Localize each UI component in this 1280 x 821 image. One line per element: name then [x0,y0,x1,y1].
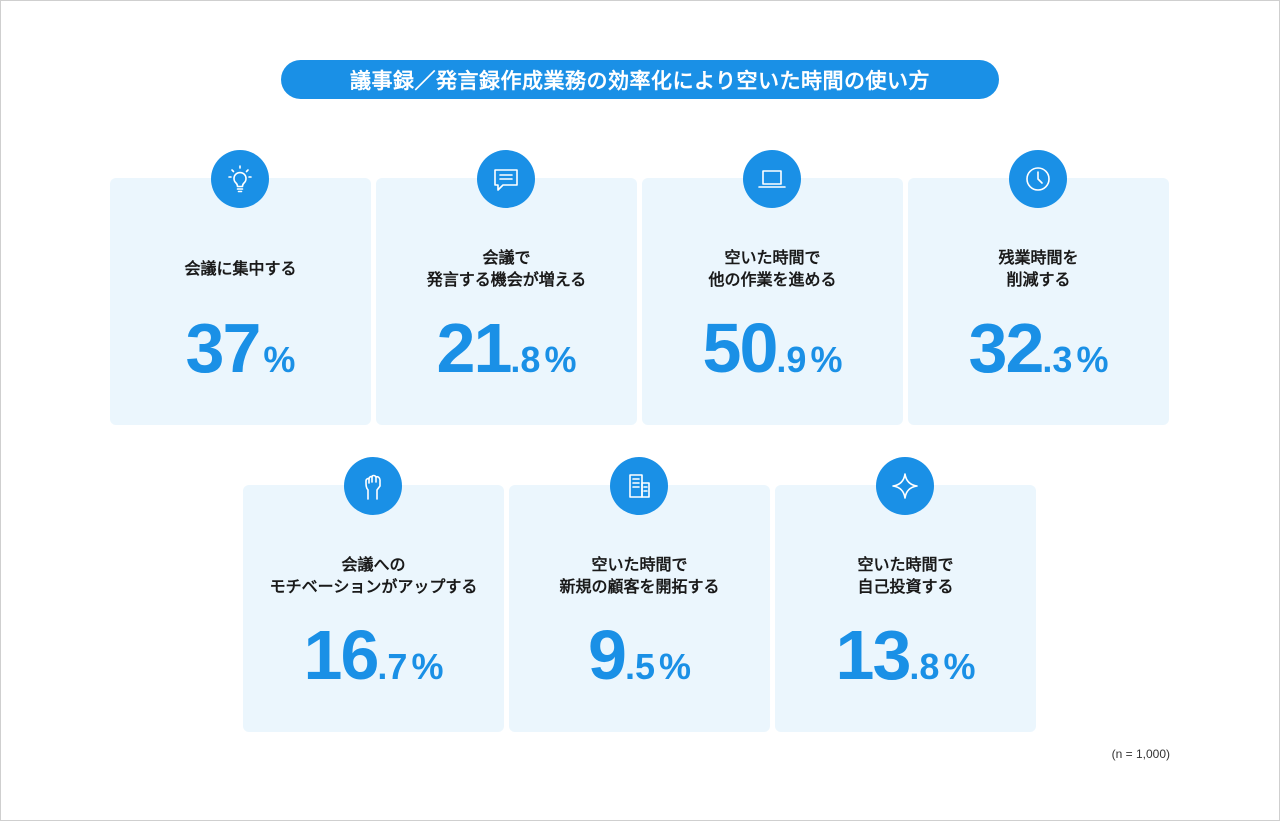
stat-label-line2: 自己投資する [857,577,954,596]
stat-label-line1: 残業時間を [998,248,1079,267]
chat-bubble-icon [477,150,535,208]
stat-value-decimal: .9 [776,339,807,380]
stat-label-line1: 会議で [482,248,531,267]
stat-label-line2: モチベーションがアップする [269,577,478,596]
stat-label-line2: 発言する機会が増える [426,270,587,289]
percent-sign: % [1076,339,1109,380]
stat-value: 50.9% [642,308,903,388]
sample-size-note: (n = 1,000) [1111,747,1170,761]
stat-label-line2: 新規の顧客を開拓する [559,577,720,596]
percent-sign: % [943,646,976,687]
stat-label: 空いた時間で 他の作業を進める [642,244,903,294]
stat-value: 32.3% [908,308,1169,388]
stat-label-line1: 空いた時間で [591,555,688,574]
percent-sign: % [658,646,691,687]
stat-label: 空いた時間で 自己投資する [775,551,1036,601]
stat-label: 会議で 発言する機会が増える [376,244,637,294]
stat-value: 37% [110,308,371,388]
percent-sign: % [544,339,577,380]
stat-label-line1: 空いた時間で [857,555,954,574]
stat-label-line2: 他の作業を進める [708,270,837,289]
stat-value-integer: 37 [185,309,262,387]
stat-value-decimal: .8 [909,646,940,687]
building-icon [610,457,668,515]
stat-label-line1: 会議に集中する [184,259,297,278]
clock-icon [1009,150,1067,208]
stat-card: 空いた時間で 他の作業を進める 50.9% [642,150,903,425]
stat-label: 空いた時間で 新規の顧客を開拓する [509,551,770,601]
percent-sign: % [810,339,843,380]
stat-value-integer: 32 [968,309,1045,387]
stat-value-integer: 13 [835,616,912,694]
page-title: 議事録／発言録作成業務の効率化により空いた時間の使い方 [281,60,999,99]
stat-label: 会議への モチベーションがアップする [243,551,504,601]
stat-card: 空いた時間で 新規の顧客を開拓する 9.5% [509,457,770,732]
stat-value-integer: 9 [588,616,627,694]
percent-sign: % [263,339,296,380]
stat-card: 空いた時間で 自己投資する 13.8% [775,457,1036,732]
stat-value: 21.8% [376,308,637,388]
stat-label: 会議に集中する [110,244,371,294]
stat-label: 残業時間を 削減する [908,244,1169,294]
stat-card: 会議に集中する 37% [110,150,371,425]
stat-value-decimal: .7 [377,646,408,687]
stat-label-line1: 会議への [341,555,406,574]
stat-value-integer: 16 [303,616,380,694]
lightbulb-icon [211,150,269,208]
sparkle-icon [876,457,934,515]
stat-card: 残業時間を 削減する 32.3% [908,150,1169,425]
laptop-icon [743,150,801,208]
stat-value: 9.5% [509,615,770,695]
stat-value: 13.8% [775,615,1036,695]
stat-card: 会議で 発言する機会が増える 21.8% [376,150,637,425]
percent-sign: % [411,646,444,687]
fist-icon [344,457,402,515]
stat-value-integer: 21 [436,309,513,387]
stat-value-decimal: .3 [1042,339,1073,380]
stat-value-integer: 50 [702,309,779,387]
stat-value-decimal: .5 [624,646,655,687]
stat-value-decimal: .8 [510,339,541,380]
stat-label-line2: 削減する [1006,270,1071,289]
stat-value: 16.7% [243,615,504,695]
stat-card: 会議への モチベーションがアップする 16.7% [243,457,504,732]
stat-label-line1: 空いた時間で [724,248,821,267]
